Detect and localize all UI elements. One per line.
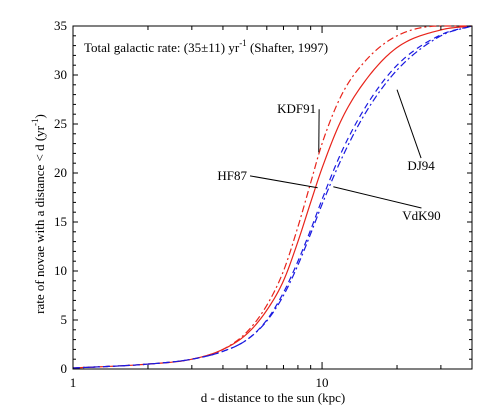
leader-lines-layer xyxy=(249,89,422,209)
leader-line-vdk90 xyxy=(333,186,422,209)
series-label-hf87: HF87 xyxy=(217,168,247,183)
y-axis-label-end: ) xyxy=(32,114,47,118)
y-tick-label-0: 0 xyxy=(61,361,68,376)
y-axis-label: rate of novae with a distance < d (yr-1) xyxy=(30,114,47,314)
series-label-dj94: DJ94 xyxy=(407,158,435,173)
leader-line-hf87 xyxy=(249,175,318,189)
x-axis-label: d - distance to the sun (kpc) xyxy=(201,390,345,405)
series-label-vdk90: VdK90 xyxy=(402,208,440,223)
series-label-kdf91: KDF91 xyxy=(277,101,316,116)
series-line-hf87 xyxy=(72,25,473,369)
ticks-layer: 0 5 10 15 20 25 30 35 1 10 xyxy=(54,18,473,390)
rate-annotation-suffix: (Shafter, 1997) xyxy=(247,40,328,55)
y-axis-label-main: rate of novae with a distance < d (yr xyxy=(32,125,47,313)
rate-annotation: Total galactic rate: (35±11) yr-1 (Shaft… xyxy=(84,38,328,55)
series-line-kdf91 xyxy=(72,25,472,369)
x-tick-label-1: 1 xyxy=(70,375,77,390)
y-axis-label-superscript: -1 xyxy=(30,119,40,127)
series-line-vdk90 xyxy=(72,25,473,369)
curves-layer xyxy=(72,25,473,369)
leader-line-dj94 xyxy=(396,89,422,159)
y-tick-label-20: 20 xyxy=(54,165,67,180)
y-tick-label-35: 35 xyxy=(54,18,67,33)
series-line-dj94 xyxy=(72,25,473,369)
y-tick-label-30: 30 xyxy=(54,67,67,82)
y-tick-label-10: 10 xyxy=(54,263,67,278)
y-tick-label-5: 5 xyxy=(61,312,68,327)
x-tick-label-10: 10 xyxy=(316,375,329,390)
y-tick-label-25: 25 xyxy=(54,116,67,131)
rate-annotation-superscript: -1 xyxy=(239,38,247,48)
rate-annotation-prefix: Total galactic rate: (35±11) yr xyxy=(84,40,240,55)
plot-frame xyxy=(72,25,473,370)
y-tick-label-15: 15 xyxy=(54,214,67,229)
series-labels-layer: KDF91 HF87 DJ94 VdK90 xyxy=(217,101,440,223)
